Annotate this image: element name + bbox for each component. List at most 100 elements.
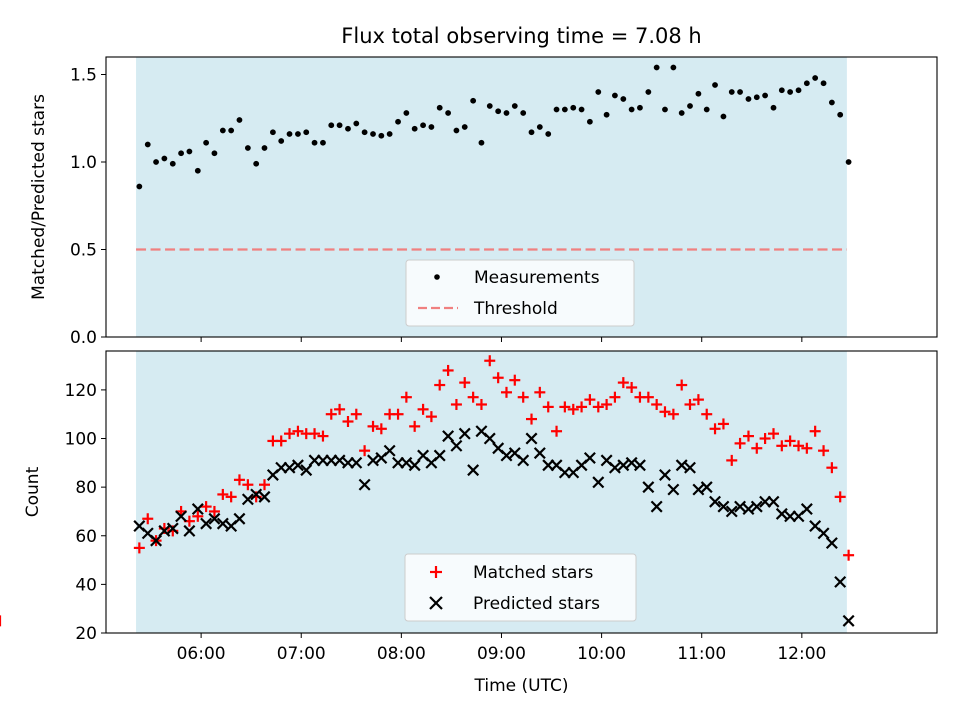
measurement-point [728, 89, 735, 95]
matched-star-point [258, 479, 270, 491]
predicted-star-point [150, 534, 163, 547]
predicted-star-point [675, 459, 688, 472]
count-y-tick-label: 80 [75, 478, 97, 498]
measurement-point [445, 110, 452, 116]
matched-star-point [509, 374, 521, 386]
matched-star-point [684, 398, 696, 410]
matched-star-point [717, 418, 729, 430]
matched-star-point [475, 398, 487, 410]
matched-star-point [217, 488, 229, 500]
measurement-point [370, 131, 376, 137]
matched-star-point [492, 372, 504, 384]
predicted-star-point [642, 481, 655, 494]
count-y-axis-label: Count [23, 466, 43, 517]
predicted-star-point [692, 483, 705, 496]
measurement-point [737, 89, 743, 95]
measurement-point [678, 110, 685, 116]
measurement-point [511, 103, 518, 109]
measurement-point [395, 118, 401, 125]
matched-star-point [826, 462, 838, 474]
count-y-ticks: 20 40 60 80 100 120 [65, 381, 106, 644]
measurement-point [178, 150, 184, 157]
matched-star-point [192, 510, 204, 522]
matched-star-point [843, 549, 855, 561]
matched-star-point [584, 394, 596, 406]
matched-star-point [442, 364, 454, 376]
measurement-point [403, 110, 410, 116]
matched-star-point [609, 391, 621, 403]
measurement-point [586, 118, 593, 125]
measurement-point [320, 139, 326, 146]
measurement-point [645, 89, 652, 95]
matched-star-point [709, 423, 721, 435]
measurement-point [328, 122, 335, 129]
matched-stars-points [0, 355, 855, 627]
predicted-star-point [700, 481, 713, 494]
matched-star-point [768, 428, 780, 440]
measurement-point [695, 90, 702, 97]
predicted-star-point [725, 505, 738, 518]
predicted-star-point [175, 510, 188, 523]
matched-star-point [626, 381, 638, 393]
measurement-point [712, 82, 718, 88]
matched-star-point [601, 398, 613, 410]
measurement-point [169, 160, 176, 167]
predicted-star-point [241, 493, 254, 506]
measurement-point [662, 106, 668, 113]
x-axis-label: Time (UTC) [474, 676, 569, 696]
count-x-ticks: 06:00 07:00 08:00 09:00 10:00 11:00 12:00 [177, 633, 826, 664]
matched-star-point [350, 408, 362, 420]
matched-star-point [450, 398, 462, 410]
predicted-star-point [408, 459, 421, 472]
matched-star-point [701, 408, 713, 420]
matched-star-point [692, 394, 704, 406]
matched-star-point [784, 435, 796, 447]
matched-star-point [742, 430, 754, 442]
matched-star-point [759, 433, 771, 445]
predicted-star-point [667, 483, 680, 496]
count-x-tick-label: 06:00 [177, 644, 226, 664]
measurement-point [762, 92, 768, 99]
matched-star-point [818, 445, 830, 457]
count-legend: Matched stars Predicted stars [404, 553, 637, 622]
predicted-star-point [233, 512, 246, 525]
matched-star-point [409, 420, 421, 432]
ratio-y-tick-label: 1.5 [70, 66, 97, 86]
matched-star-point [359, 445, 371, 457]
measurement-point [345, 125, 351, 132]
matched-star-point [309, 428, 321, 440]
predicted-star-point [383, 444, 396, 457]
measurement-point [228, 127, 235, 134]
count-x-tick-label: 12:00 [777, 644, 826, 664]
count-y-tick-label: 120 [65, 381, 97, 401]
predicted-star-point [250, 488, 263, 501]
measurement-point [336, 122, 343, 129]
count-y-tick-label: 60 [75, 527, 97, 547]
measurement-point [820, 80, 827, 87]
matched-star-point [559, 401, 571, 413]
matched-star-point [225, 491, 237, 503]
matched-star-point [776, 440, 788, 452]
predicted-star-point [834, 575, 847, 588]
ratio-y-tick-label: 0.0 [70, 328, 97, 348]
matched-star-point [726, 454, 738, 466]
predicted-star-point [583, 451, 596, 464]
legend-measurements-label: Measurements [474, 268, 600, 288]
measurement-points [136, 64, 852, 190]
measurement-point [720, 113, 727, 120]
measurement-point [787, 89, 794, 95]
measurement-point [486, 103, 493, 109]
matched-star-point [367, 420, 379, 432]
measurement-point [153, 159, 159, 165]
matched-star-point [459, 377, 471, 389]
predicted-star-point [842, 614, 855, 627]
measurement-point [536, 124, 543, 130]
predicted-star-point [191, 503, 204, 515]
measurement-point [495, 108, 502, 115]
predicted-stars-points [133, 425, 855, 627]
ratio-y-axis-label: Matched/Predicted stars [29, 94, 49, 300]
predicted-star-point [450, 439, 463, 452]
predicted-star-point [800, 503, 813, 515]
predicted-star-point [625, 456, 638, 469]
matched-star-point [133, 542, 145, 554]
